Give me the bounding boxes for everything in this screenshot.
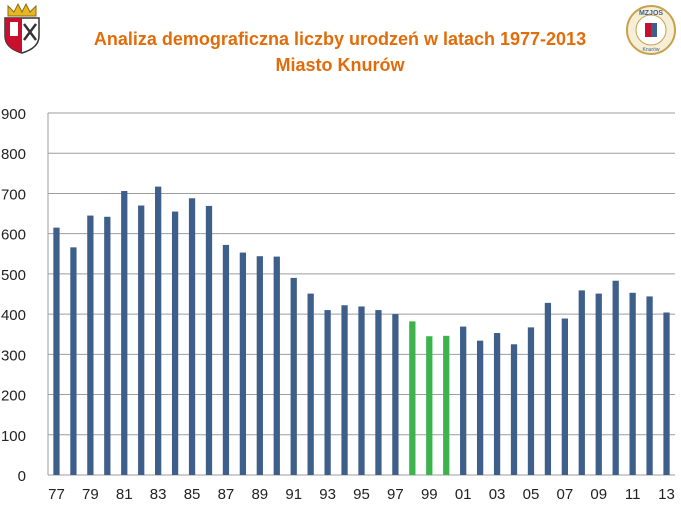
bar-09: [595, 293, 602, 475]
bar-99: [426, 336, 433, 475]
y-tick-label: 800: [1, 146, 26, 163]
bar-02: [476, 340, 484, 475]
x-tick-label: 07: [557, 486, 574, 503]
bar-94: [341, 305, 348, 475]
bar-85: [188, 198, 196, 475]
chart-title: Analiza demograficzna liczby urodzeń w l…: [93, 29, 587, 49]
y-tick-label: 700: [1, 186, 26, 203]
bar-91: [290, 277, 297, 475]
chart-subtitle: Miasto Knurów: [275, 55, 405, 75]
x-tick-label: 01: [455, 486, 472, 503]
y-tick-label: 0: [18, 468, 26, 485]
y-tick-label: 200: [1, 388, 26, 405]
y-tick-label: 500: [1, 267, 26, 284]
bar-88: [239, 252, 247, 475]
y-tick-label: 300: [1, 347, 26, 364]
x-tick-label: 97: [387, 486, 404, 503]
x-tick-label: 05: [523, 486, 540, 503]
x-tick-label: 89: [251, 486, 268, 503]
x-tick-label: 95: [353, 486, 370, 503]
bar-83: [155, 186, 162, 475]
bar-12: [646, 296, 653, 475]
bar-04: [510, 344, 518, 475]
bar-11: [629, 292, 636, 475]
bar-92: [307, 293, 314, 475]
bar-05: [527, 327, 535, 475]
coat-of-arms-logo: [4, 2, 40, 54]
x-tick-label: 99: [421, 486, 438, 503]
bar-07: [561, 318, 568, 475]
x-tick-label: 81: [116, 486, 133, 503]
y-tick-label: 400: [1, 307, 26, 324]
mzjos-logo-text: MZJOS: [639, 10, 663, 17]
x-tick-label: 87: [218, 486, 235, 503]
x-tick-label: 85: [184, 486, 201, 503]
bar-84: [171, 211, 179, 476]
bar-90: [273, 256, 280, 475]
bar-87: [222, 244, 230, 475]
bar-00: [443, 335, 450, 475]
mzjos-logo-subtext: Knurów: [643, 47, 660, 53]
x-tick-label: 13: [658, 486, 675, 503]
x-tick-label: 83: [150, 486, 167, 503]
x-tick-label: 93: [319, 486, 336, 503]
bar-01: [460, 326, 467, 475]
bar-81: [121, 191, 128, 475]
bar-82: [138, 205, 145, 475]
x-axis-ticks: 77 79 81 83 85 87 89 91 93 95 97 99 01 03 05 07 09 11 13: [48, 486, 675, 503]
y-axis-ticks: 0 100 200 300 400 500 600 700 800 900: [1, 106, 26, 485]
bar-97: [392, 314, 399, 475]
bar-96: [375, 310, 382, 475]
y-tick-label: 100: [1, 428, 26, 445]
x-tick-label: 11: [625, 486, 641, 503]
bar-13: [663, 312, 670, 475]
x-tick-label: 79: [82, 486, 99, 503]
mzjos-logo: MZJOS Knurów: [626, 5, 676, 55]
bar-98: [409, 321, 416, 475]
bar-03: [493, 333, 501, 475]
bar-08: [578, 290, 585, 475]
bar-79: [87, 215, 94, 476]
y-tick-label: 900: [1, 106, 26, 123]
bar-86: [205, 205, 213, 475]
bar-77: [53, 227, 60, 475]
bar-80: [104, 216, 111, 476]
bar-89: [256, 256, 263, 475]
bar-10: [612, 280, 619, 475]
bar-layer: [53, 186, 670, 476]
x-tick-label: 09: [590, 486, 607, 503]
x-tick-label: 91: [285, 486, 302, 503]
x-tick-label: 77: [48, 486, 65, 503]
bar-95: [358, 306, 365, 475]
y-tick-label: 600: [1, 227, 26, 244]
x-tick-label: 03: [489, 486, 506, 503]
chart-title-block: Analiza demograficzna liczby urodzeń w l…: [60, 26, 620, 78]
bar-06: [544, 302, 552, 475]
bar-78: [70, 247, 77, 475]
bar-93: [324, 310, 331, 475]
